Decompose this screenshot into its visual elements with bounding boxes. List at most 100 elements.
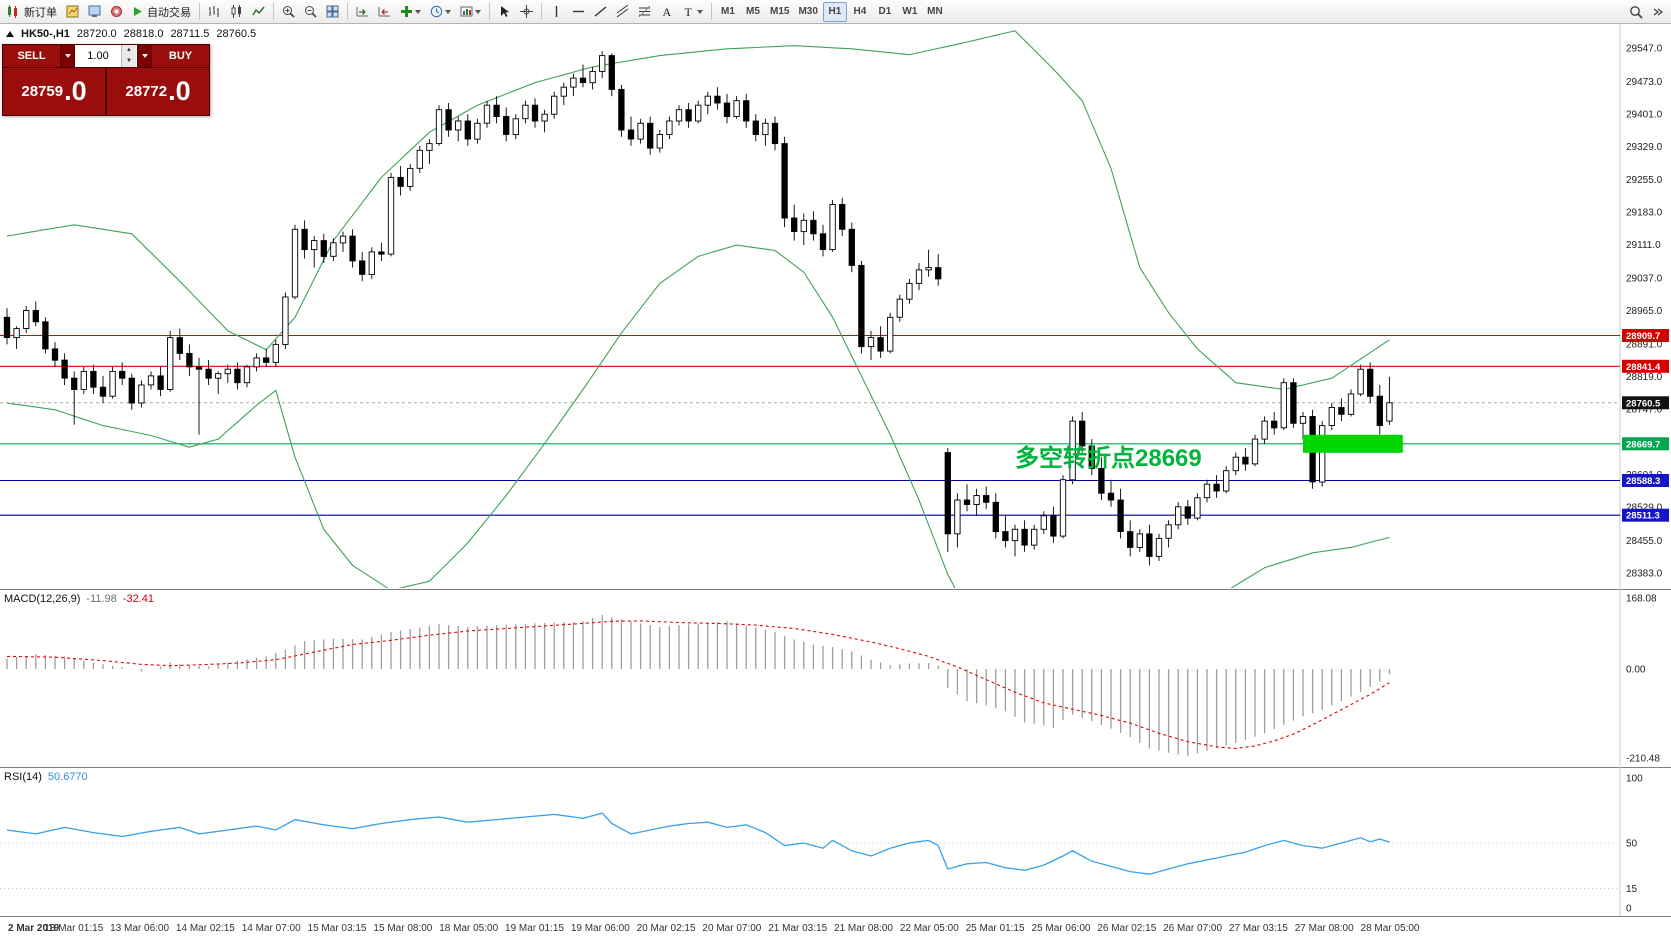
text-icon: A [660,5,673,18]
pivot-highlight-box[interactable] [1303,434,1403,453]
time-ax-label: 13 Mar 01:15 [44,923,103,934]
price-axis-label: 29037.0 [1626,274,1663,285]
vertical-line-button[interactable] [546,2,567,22]
charts-grid-button[interactable] [62,2,83,22]
chevron-down-icon [415,9,421,14]
price-axis-label: 28529.0 [1626,503,1663,514]
buy-price-button[interactable]: 28772 .0 [107,68,209,115]
time-ax-label: 18 Mar 05:00 [439,923,498,934]
bars-chart-button[interactable] [204,2,225,22]
price-tag-label: 28669.7 [1626,439,1660,450]
price-tag-label: 28760.5 [1626,398,1661,409]
macd-name: MACD(12,26,9) [4,593,81,605]
timeframe-d1-button[interactable]: D1 [873,2,897,22]
timeframe-m15-button[interactable]: M15 [766,2,793,22]
price-axis-label: 29183.0 [1626,208,1663,219]
channel-button[interactable] [612,2,633,22]
toolbar-separator [489,3,490,20]
buy-price-fraction: .0 [168,76,191,106]
macd-axis-label: -210.48 [1626,754,1660,765]
search-icon [1629,5,1643,19]
time-ax-label: 26 Mar 07:00 [1163,923,1222,934]
toolbar-separator [199,3,200,20]
price-axis[interactable]: 29547.0 29473.0 29401.0 29329.0 29255.0 29183… [1622,43,1669,915]
main-pane[interactable]: 多空转折点28669 [0,30,1620,629]
trendline-button[interactable] [590,2,611,22]
macd-signal-line [6,620,1390,750]
timeframe-m5-button[interactable]: M5 [741,2,765,22]
price-axis-label: 28747.0 [1626,404,1663,415]
price-axis-label: 29547.0 [1626,43,1663,54]
price-tag-28511.3 [1622,508,1669,522]
new-order-button[interactable]: 新订单 [3,2,61,22]
time-ax-label: 15 Mar 08:00 [373,923,432,934]
rsi-line [6,812,1390,875]
tile-windows-icon [326,5,339,18]
cursor-button[interactable] [494,2,515,22]
time-ax-label: 14 Mar 07:00 [242,923,301,934]
macd-pane[interactable] [6,614,1391,757]
price-tag-label: 28909.7 [1626,331,1660,342]
template-icon [460,5,473,18]
timeframe-m1-button[interactable]: M1 [716,2,740,22]
price-axis-label: 28891.0 [1626,339,1663,350]
svg-text:T: T [685,5,693,18]
market-watch-button[interactable] [84,2,105,22]
main-toolbar: 新订单 自动交易 A T M1 M5 M15 M30 H1 H4 D1 W1 MN [0,0,1671,24]
text-button[interactable]: A [656,2,677,22]
sell-price-button[interactable]: 28759 .0 [3,68,107,115]
periods-button[interactable] [426,2,455,22]
ohlc-open: 28720.0 [76,28,117,40]
annotation-text[interactable]: 多空转折点28669 [1015,444,1202,472]
price-axis-label: 29111.0 [1626,240,1661,251]
time-ax-label: 19 Mar 01:15 [505,923,564,934]
chart-shift-button[interactable] [374,2,395,22]
ohlc-high: 28818.0 [123,28,164,40]
arrows-button[interactable]: T [678,2,707,22]
template-button[interactable] [456,2,485,22]
toolbar-separator [711,3,712,20]
fibonacci-button[interactable] [634,2,655,22]
macd-label: MACD(12,26,9) -11.98 -32.41 [4,593,154,605]
volume-down-button[interactable]: ▼ [122,56,136,67]
autotrading-button[interactable]: 自动交易 [128,2,195,22]
vertical-line-icon [550,5,563,18]
search-button[interactable] [1625,2,1647,22]
timeframe-w1-button[interactable]: W1 [898,2,922,22]
macd-axis-label: 0.00 [1626,665,1646,676]
crosshair-button[interactable] [516,2,537,22]
time-ax-label: 28 Mar 05:00 [1361,923,1420,934]
zoom-out-button[interactable] [300,2,321,22]
candles [3,51,1393,566]
volume-up-button[interactable]: ▲ [122,45,136,56]
auto-scroll-button[interactable] [352,2,373,22]
time-ax-label: 19 Mar 06:00 [571,923,630,934]
rsi-pane[interactable] [0,812,1620,889]
toolbar-more-button[interactable] [1648,2,1668,22]
buy-options-button[interactable] [137,45,152,67]
line-chart-button[interactable] [248,2,269,22]
time-ax-label: 21 Mar 08:00 [834,923,893,934]
symbol-marker-icon [6,31,14,37]
horizontal-line-button[interactable] [568,2,589,22]
time-ax-label: 20 Mar 02:15 [637,923,696,934]
time-ax-label: 27 Mar 08:00 [1295,923,1354,934]
price-axis-label: 29255.0 [1626,175,1663,186]
fibonacci-icon [638,5,651,18]
timeframe-m30-button[interactable]: M30 [794,2,821,22]
timeframe-mn-button[interactable]: MN [923,2,947,22]
timeframe-h1-button[interactable]: H1 [822,1,847,22]
candlestick-chart-button[interactable] [226,2,247,22]
timeframe-h4-button[interactable]: H4 [848,2,872,22]
price-tag-label: 28588.3 [1626,476,1660,487]
volume-input[interactable] [75,45,121,67]
buy-button[interactable]: BUY [152,45,209,67]
navigator-button[interactable] [106,2,127,22]
zoom-in-button[interactable] [278,2,299,22]
tile-windows-button[interactable] [322,2,343,22]
sell-button[interactable]: SELL [3,45,60,67]
sell-options-button[interactable] [60,45,75,67]
indicators-button[interactable] [396,2,425,22]
